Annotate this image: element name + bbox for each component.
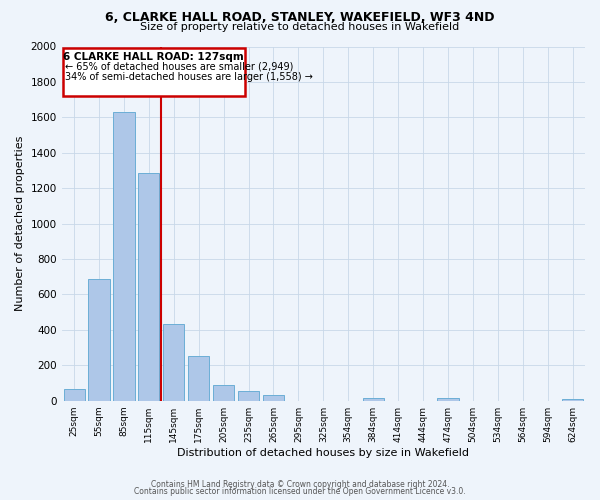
Bar xyxy=(263,396,284,400)
Bar xyxy=(562,399,583,400)
X-axis label: Distribution of detached houses by size in Wakefield: Distribution of detached houses by size … xyxy=(178,448,469,458)
FancyBboxPatch shape xyxy=(63,48,245,96)
Text: Size of property relative to detached houses in Wakefield: Size of property relative to detached ho… xyxy=(140,22,460,32)
Bar xyxy=(113,112,134,401)
Text: Contains public sector information licensed under the Open Government Licence v3: Contains public sector information licen… xyxy=(134,488,466,496)
Text: ← 65% of detached houses are smaller (2,949): ← 65% of detached houses are smaller (2,… xyxy=(65,62,294,72)
Text: 6, CLARKE HALL ROAD, STANLEY, WAKEFIELD, WF3 4ND: 6, CLARKE HALL ROAD, STANLEY, WAKEFIELD,… xyxy=(105,11,495,24)
Bar xyxy=(362,398,384,400)
Y-axis label: Number of detached properties: Number of detached properties xyxy=(15,136,25,312)
Text: 6 CLARKE HALL ROAD: 127sqm: 6 CLARKE HALL ROAD: 127sqm xyxy=(64,52,244,62)
Text: Contains HM Land Registry data © Crown copyright and database right 2024.: Contains HM Land Registry data © Crown c… xyxy=(151,480,449,489)
Bar xyxy=(437,398,458,400)
Bar xyxy=(64,389,85,400)
Bar xyxy=(138,173,160,400)
Bar xyxy=(213,385,234,400)
Bar xyxy=(163,324,184,400)
Bar xyxy=(188,356,209,401)
Text: 34% of semi-detached houses are larger (1,558) →: 34% of semi-detached houses are larger (… xyxy=(65,72,313,82)
Bar xyxy=(88,278,110,400)
Bar xyxy=(238,392,259,400)
